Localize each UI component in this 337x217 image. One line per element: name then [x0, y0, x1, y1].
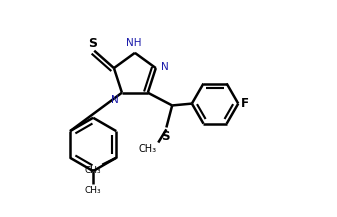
Text: N: N [161, 62, 169, 72]
Text: NH: NH [126, 38, 142, 48]
Text: CH₃: CH₃ [85, 186, 101, 195]
Text: S: S [88, 36, 97, 49]
Text: F: F [241, 97, 249, 110]
Text: CH₃: CH₃ [139, 144, 157, 154]
Text: CH₃: CH₃ [85, 166, 101, 175]
Text: S: S [161, 130, 169, 143]
Text: N: N [112, 95, 119, 105]
